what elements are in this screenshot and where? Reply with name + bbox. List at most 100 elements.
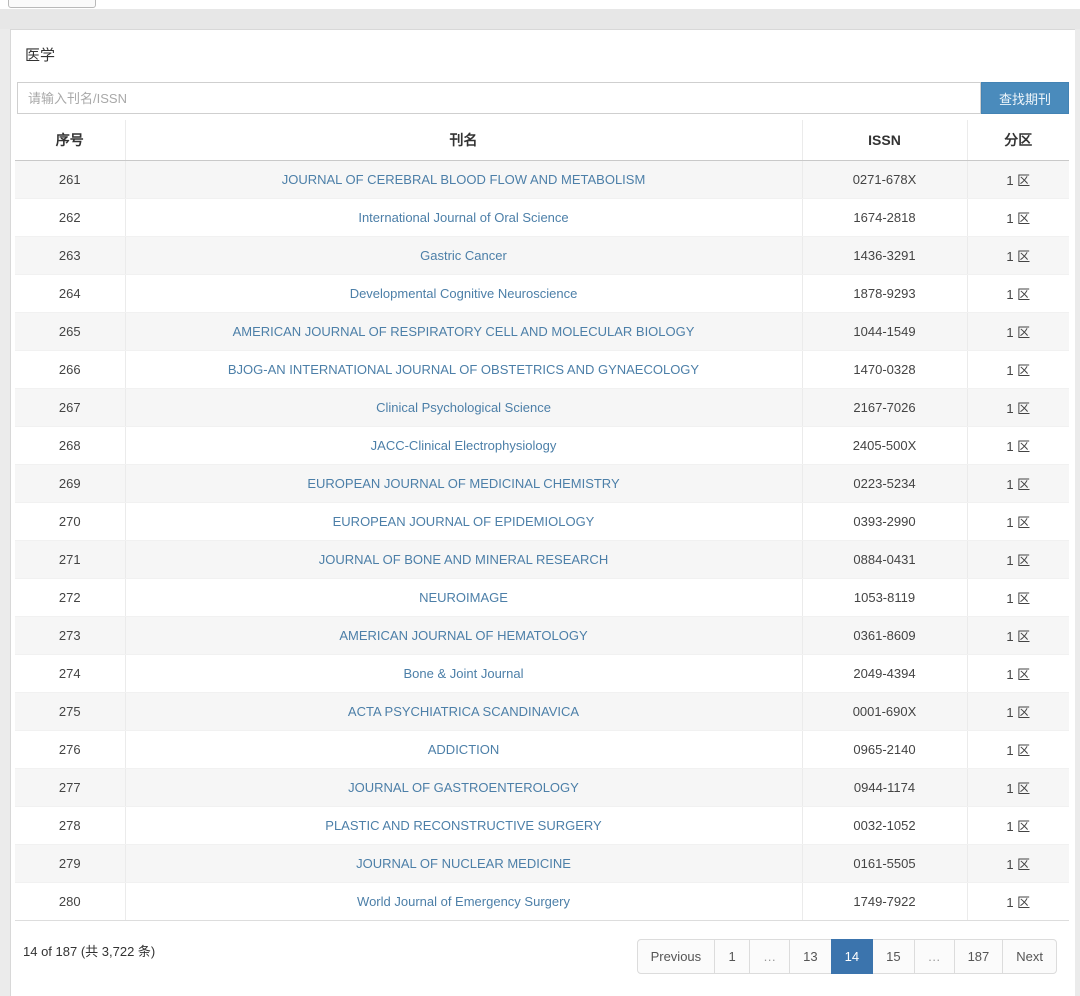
content-card: 医学 查找期刊 序号 刊名 ISSN 分区 261 JOURNAL OF CERE… — [10, 29, 1075, 996]
result-count-summary: 14 of 187 (共 3,722 条) — [23, 943, 156, 959]
table-row: 264 Developmental Cognitive Neuroscience 1… — [15, 274, 1069, 313]
journal-name-link[interactable]: EUROPEAN JOURNAL OF EPIDEMIOLOGY — [332, 513, 595, 529]
next-page-button[interactable]: Next — [1002, 938, 1057, 974]
row-index: 266 — [15, 350, 125, 389]
table-row: 269 EUROPEAN JOURNAL OF MEDICINAL CHEMIST… — [15, 464, 1069, 503]
search-input[interactable] — [17, 82, 981, 114]
top-tab-stub[interactable] — [8, 0, 96, 8]
row-index: 271 — [15, 540, 125, 579]
row-index: 272 — [15, 578, 125, 617]
top-gray-band — [0, 9, 1080, 29]
table-row: 267 Clinical Psychological Science 2167-70… — [15, 388, 1069, 427]
journal-name-link[interactable]: Developmental Cognitive Neuroscience — [349, 285, 578, 301]
issn-value: 1436-3291 — [801, 236, 967, 275]
issn-value: 0001-690X — [801, 692, 967, 731]
journal-name-cell: International Journal of Oral Science — [124, 198, 802, 237]
page-button-15[interactable]: 15 — [872, 938, 915, 974]
table-footer: 14 of 187 (共 3,722 条) Previous 1… 13 14 15… 1… — [23, 931, 1065, 974]
page-title: 医学 — [25, 47, 56, 64]
journal-name-link[interactable]: AMERICAN JOURNAL OF RESPIRATORY CELL AND… — [232, 323, 695, 339]
zone-value: 1 区 — [966, 160, 1069, 199]
table-row: 274 Bone & Joint Journal 2049-4394 1 区 — [15, 654, 1069, 693]
table-row: 271 JOURNAL OF BONE AND MINERAL RESEARCH 0… — [15, 540, 1069, 579]
page-button-14[interactable]: 14 — [830, 938, 874, 974]
journal-name-link[interactable]: AMERICAN JOURNAL OF HEMATOLOGY — [339, 627, 588, 643]
journal-name-link[interactable]: ADDICTION — [427, 741, 500, 757]
zone-value: 1 区 — [966, 616, 1069, 655]
table-row: 261 JOURNAL OF CEREBRAL BLOOD FLOW AND ME… — [15, 160, 1069, 199]
journal-name-link[interactable]: World Journal of Emergency Surgery — [357, 893, 570, 909]
zone-value: 1 区 — [966, 768, 1069, 807]
journal-name-cell: ACTA PSYCHIATRICA SCANDINAVICA — [124, 692, 802, 731]
journal-name-link[interactable]: BJOG-AN INTERNATIONAL JOURNAL OF OBSTETR… — [227, 361, 700, 377]
zone-value: 1 区 — [966, 350, 1069, 389]
journal-name-cell: JOURNAL OF NUCLEAR MEDICINE — [124, 844, 802, 883]
issn-value: 0965-2140 — [801, 730, 967, 769]
journal-name-link[interactable]: Bone & Joint Journal — [403, 665, 524, 681]
journal-name-link[interactable]: International Journal of Oral Science — [358, 209, 569, 225]
journal-name-cell: JACC-Clinical Electrophysiology — [124, 426, 802, 465]
column-header-name: 刊名 — [124, 120, 802, 161]
journal-name-link[interactable]: EUROPEAN JOURNAL OF MEDICINAL CHEMISTRY — [307, 475, 620, 491]
journal-name-cell: BJOG-AN INTERNATIONAL JOURNAL OF OBSTETR… — [124, 350, 802, 389]
journal-name-cell: AMERICAN JOURNAL OF RESPIRATORY CELL AND… — [124, 312, 802, 351]
previous-page-button[interactable]: Previous — [636, 938, 716, 974]
zone-value: 1 区 — [966, 464, 1069, 503]
row-index: 269 — [15, 464, 125, 503]
journal-name-link[interactable]: ACTA PSYCHIATRICA SCANDINAVICA — [347, 703, 580, 719]
row-index: 262 — [15, 198, 125, 237]
journal-name-link[interactable]: JOURNAL OF CEREBRAL BLOOD FLOW AND METAB… — [281, 171, 646, 187]
row-index: 261 — [15, 160, 125, 199]
journal-name-cell: Clinical Psychological Science — [124, 388, 802, 427]
zone-value: 1 区 — [966, 502, 1069, 541]
journal-name-cell: JOURNAL OF BONE AND MINERAL RESEARCH — [124, 540, 802, 579]
journal-name-link[interactable]: JOURNAL OF GASTROENTEROLOGY — [348, 779, 579, 795]
table-row: 263 Gastric Cancer 1436-3291 1 区 — [15, 236, 1069, 275]
journal-name-cell: NEUROIMAGE — [124, 578, 802, 617]
table-row: 273 AMERICAN JOURNAL OF HEMATOLOGY 0361-86… — [15, 616, 1069, 655]
zone-value: 1 区 — [966, 692, 1069, 731]
zone-value: 1 区 — [966, 806, 1069, 845]
pagination: Previous 1… 13 14 15… 187 Next — [636, 938, 1057, 974]
journal-name-link[interactable]: JACC-Clinical Electrophysiology — [370, 437, 557, 453]
row-index: 277 — [15, 768, 125, 807]
page-button-1[interactable]: 1 — [714, 938, 751, 974]
journal-name-cell: PLASTIC AND RECONSTRUCTIVE SURGERY — [124, 806, 802, 845]
journal-table: 序号 刊名 ISSN 分区 261 JOURNAL OF CEREBRAL BLO… — [15, 120, 1069, 921]
column-header-zone: 分区 — [966, 120, 1069, 161]
page-button-187[interactable]: 187 — [953, 938, 1004, 974]
journal-name-cell: EUROPEAN JOURNAL OF MEDICINAL CHEMISTRY — [124, 464, 802, 503]
issn-value: 0032-1052 — [801, 806, 967, 845]
row-index: 270 — [15, 502, 125, 541]
journal-name-link[interactable]: JOURNAL OF BONE AND MINERAL RESEARCH — [318, 551, 609, 567]
table-row: 272 NEUROIMAGE 1053-8119 1 区 — [15, 578, 1069, 617]
row-index: 264 — [15, 274, 125, 313]
zone-value: 1 区 — [966, 578, 1069, 617]
row-index: 263 — [15, 236, 125, 275]
issn-value: 1674-2818 — [801, 198, 967, 237]
journal-name-link[interactable]: NEUROIMAGE — [419, 589, 508, 605]
search-journal-button[interactable]: 查找期刊 — [981, 82, 1069, 114]
table-row: 262 International Journal of Oral Science… — [15, 198, 1069, 237]
row-index: 276 — [15, 730, 125, 769]
journal-name-link[interactable]: Gastric Cancer — [420, 247, 507, 263]
issn-value: 2049-4394 — [801, 654, 967, 693]
issn-value: 0393-2990 — [801, 502, 967, 541]
journal-name-link[interactable]: JOURNAL OF NUCLEAR MEDICINE — [356, 855, 571, 871]
table-row: 279 JOURNAL OF NUCLEAR MEDICINE 0161-5505 1… — [15, 844, 1069, 883]
row-index: 268 — [15, 426, 125, 465]
row-index: 280 — [15, 882, 125, 921]
zone-value: 1 区 — [966, 654, 1069, 693]
zone-value: 1 区 — [966, 730, 1069, 769]
zone-value: 1 区 — [966, 312, 1069, 351]
table-row: 280 World Journal of Emergency Surgery 174… — [15, 882, 1069, 921]
page-button-13[interactable]: 13 — [789, 938, 832, 974]
row-index: 265 — [15, 312, 125, 351]
table-row: 276 ADDICTION 0965-2140 1 区 — [15, 730, 1069, 769]
journal-name-link[interactable]: PLASTIC AND RECONSTRUCTIVE SURGERY — [325, 817, 602, 833]
journal-name-link[interactable]: Clinical Psychological Science — [376, 399, 551, 415]
table-row: 266 BJOG-AN INTERNATIONAL JOURNAL OF OBST… — [15, 350, 1069, 389]
row-index: 267 — [15, 388, 125, 427]
search-bar: 查找期刊 — [17, 82, 1069, 114]
zone-value: 1 区 — [966, 236, 1069, 275]
